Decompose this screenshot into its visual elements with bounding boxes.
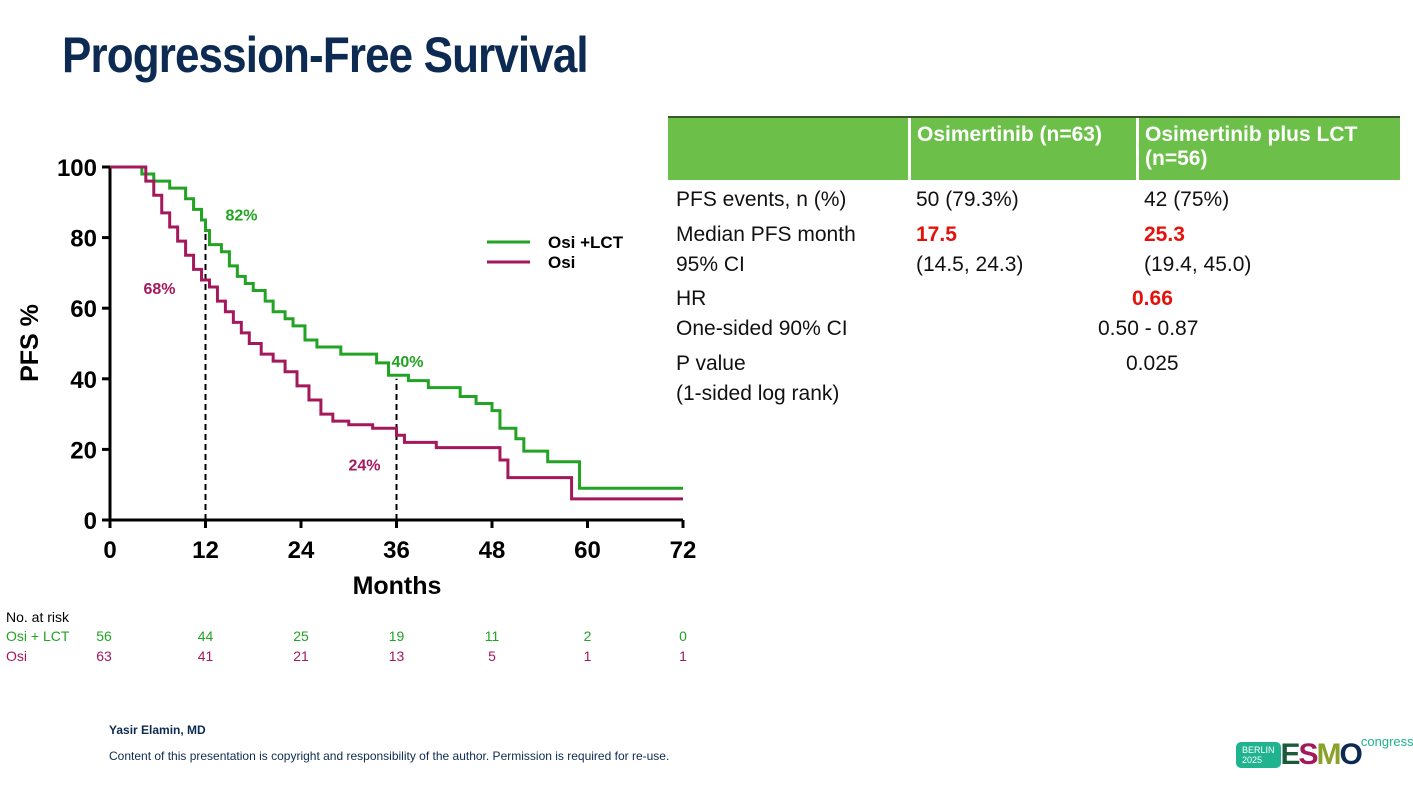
x-tick-label: 48 xyxy=(479,537,506,564)
header-lct: Osimertinib plus LCT (n=56) xyxy=(1136,118,1400,180)
pfs-events-label: PFS events, n (%) xyxy=(676,188,847,211)
at-risk-value: 13 xyxy=(388,648,405,664)
author: Yasir Elamin, MD xyxy=(109,723,206,737)
ci90-label: One-sided 90% CI xyxy=(676,317,848,340)
median-osi: 17.5 xyxy=(916,223,957,246)
at-risk-row-label: Osi + LCT xyxy=(6,628,70,644)
at-risk-value: 63 xyxy=(96,648,112,664)
x-tick-label: 72 xyxy=(670,537,697,564)
median-lct: 25.3 xyxy=(1144,223,1185,246)
pfs-events-osi: 50 (79.3%) xyxy=(916,188,1019,211)
p-sub-label: (1-sided log rank) xyxy=(676,382,840,405)
legend-label: Osi +LCT xyxy=(548,233,624,252)
at-risk-value: 25 xyxy=(293,628,309,644)
at-risk-value: 1 xyxy=(679,648,687,664)
x-tick-label: 36 xyxy=(383,537,410,564)
at-risk-value: 0 xyxy=(679,628,687,644)
km-curve-1 xyxy=(110,165,683,501)
y-tick-label: 0 xyxy=(84,508,97,535)
hr-value: 0.66 xyxy=(1132,287,1173,310)
at-risk-value: 1 xyxy=(583,648,592,664)
y-tick-label: 100 xyxy=(57,155,97,182)
y-tick-label: 20 xyxy=(70,437,97,464)
results-table: Osimertinib (n=63) Osimertinib plus LCT … xyxy=(668,116,1400,405)
km-curve-0 xyxy=(110,165,683,490)
y-axis-label: PFS % xyxy=(16,304,44,382)
p-label: P value xyxy=(676,352,746,375)
copyright: Content of this presentation is copyrigh… xyxy=(109,749,670,763)
ci95-lct: (19.4, 45.0) xyxy=(1144,253,1252,276)
at-risk-value: 44 xyxy=(197,628,214,644)
header-blank xyxy=(668,118,908,180)
at-risk-value: 21 xyxy=(293,648,309,664)
pfs-events-lct: 42 (75%) xyxy=(1144,188,1230,211)
logo-badge: BERLIN 2025 xyxy=(1236,742,1281,768)
at-risk-value: 19 xyxy=(388,628,405,644)
at-risk-value: 11 xyxy=(484,628,500,644)
p-value: 0.025 xyxy=(1126,352,1179,375)
at-risk-title: No. at risk xyxy=(6,609,70,625)
ci95-label: 95% CI xyxy=(676,253,745,276)
logo-brand: ESMO xyxy=(1280,738,1363,771)
hr-label: HR xyxy=(676,287,707,310)
y-tick-label: 80 xyxy=(70,226,97,253)
esmo-logo: BERLIN 2025 ESMO congress xyxy=(1236,734,1413,771)
logo-year: 2025 xyxy=(1242,755,1263,765)
ci90-value: 0.50 - 0.87 xyxy=(1098,317,1199,340)
annotation-label: 82% xyxy=(226,208,258,225)
at-risk-value: 41 xyxy=(197,648,214,664)
at-risk-row-label: Osi xyxy=(6,648,27,664)
at-risk-value: 2 xyxy=(583,628,592,644)
median-label: Median PFS month xyxy=(676,223,856,246)
at-risk-value: 5 xyxy=(488,648,496,664)
logo-suffix: congress xyxy=(1360,734,1413,749)
legend-label: Osi xyxy=(548,253,575,272)
table-header: Osimertinib (n=63) Osimertinib plus LCT … xyxy=(668,116,1400,180)
x-tick-label: 60 xyxy=(574,537,601,564)
km-chart: 0 12 24 36 48 60 72 0 20 40 60 80 100 Months PFS % Osi … xyxy=(16,155,697,600)
logo-city: BERLIN xyxy=(1242,745,1275,755)
at-risk-value: 56 xyxy=(96,628,112,644)
annotation-label: 68% xyxy=(144,281,176,298)
page-title: Progression-Free Survival xyxy=(62,27,589,83)
x-tick-label: 24 xyxy=(288,537,315,564)
y-tick-label: 60 xyxy=(70,296,97,323)
ci95-osi: (14.5, 24.3) xyxy=(916,253,1024,276)
annotation-label: 24% xyxy=(349,457,381,474)
header-osi: Osimertinib (n=63) xyxy=(908,118,1136,180)
annotation-label: 40% xyxy=(392,354,424,371)
y-tick-label: 40 xyxy=(70,367,97,394)
x-tick-label: 12 xyxy=(192,537,219,564)
x-tick-label: 0 xyxy=(103,537,116,564)
x-axis-label: Months xyxy=(353,572,442,600)
